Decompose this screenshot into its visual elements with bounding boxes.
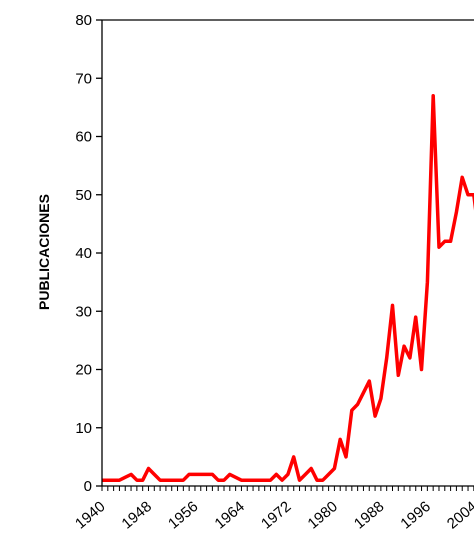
x-tick-label: 1940	[72, 498, 108, 532]
y-tick-label: 80	[75, 12, 92, 29]
y-tick-label: 50	[75, 187, 92, 204]
y-tick-label: 0	[84, 478, 92, 495]
y-tick-label: 70	[75, 70, 92, 87]
axes	[101, 19, 474, 487]
x-tick-label: 1988	[351, 498, 387, 532]
y-axis-label: PUBLICACIONES	[36, 194, 52, 310]
x-tick-label: 1948	[119, 498, 155, 532]
y-tick-label: 30	[75, 303, 92, 320]
x-axis-ticks: 1940 1948 1956 1964 1972 1980 1988 1996 2004	[72, 486, 474, 533]
series-line-publicaciones	[102, 93, 474, 482]
x-tick-label: 1972	[258, 498, 294, 532]
x-tick-label: 2004	[444, 498, 474, 532]
y-axis-label-group: PUBLICACIONES	[36, 194, 52, 310]
y-tick-label: 20	[75, 362, 92, 379]
x-tick-label: 1964	[212, 498, 248, 532]
y-tick-label: 40	[75, 245, 92, 262]
y-tick-label: 10	[75, 420, 92, 437]
y-tick-label: 60	[75, 129, 92, 146]
y-axis-ticks: 0 10 20 30 40 50 60 70 80	[75, 12, 102, 495]
x-tick-label: 1980	[304, 498, 340, 532]
x-tick-label: 1996	[397, 498, 433, 532]
x-tick-label: 1956	[165, 498, 201, 532]
